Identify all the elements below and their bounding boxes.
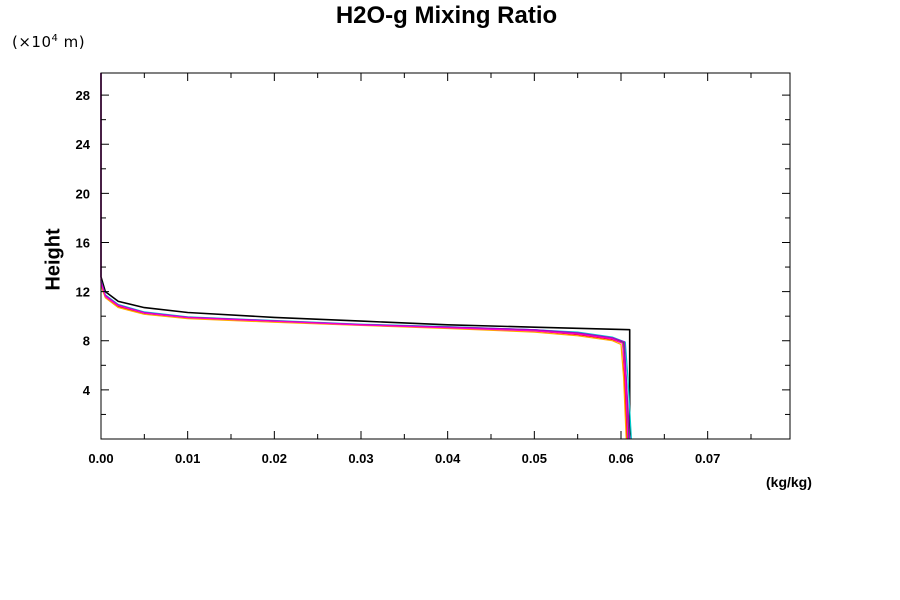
series-line xyxy=(100,73,629,440)
x-tick-label: 0.07 xyxy=(695,451,720,466)
axis-layer: 0.00 0.01 0.02 0.03 0.04 0.05 0.06 0.07 4 8 12 16 20… xyxy=(76,73,790,466)
series-line xyxy=(100,73,631,439)
series-line xyxy=(100,282,630,440)
y-scale-unit: m) xyxy=(58,33,86,51)
y-scale-note: (×104 m) xyxy=(12,33,85,51)
y-tick-label: 16 xyxy=(76,235,90,250)
series-line xyxy=(100,284,628,440)
series-layer xyxy=(100,73,632,440)
y-tick-label: 4 xyxy=(83,383,91,398)
x-tick-label: 0.03 xyxy=(348,451,373,466)
y-tick-label: 12 xyxy=(76,285,90,300)
x-tick-label: 0.05 xyxy=(522,451,547,466)
plot-frame xyxy=(100,72,791,440)
x-tick-label: 0.04 xyxy=(435,451,461,466)
x-tick-label: 0.02 xyxy=(262,451,287,466)
series-line xyxy=(100,285,627,440)
x-axis-unit: (kg/kg) xyxy=(766,474,812,490)
y-tick-label: 8 xyxy=(83,334,90,349)
series-line xyxy=(100,280,632,440)
y-scale-exponent: 4 xyxy=(51,33,59,44)
series-line xyxy=(100,73,631,440)
y-scale-prefix: (×10 xyxy=(12,33,52,51)
y-tick-label: 28 xyxy=(76,88,90,103)
series-line xyxy=(100,281,631,440)
x-tick-label: 0.00 xyxy=(88,451,113,466)
x-tick-label: 0.01 xyxy=(175,451,200,466)
y-tick-label: 20 xyxy=(76,186,90,201)
x-tick-label: 0.06 xyxy=(608,451,633,466)
y-tick-label: 24 xyxy=(76,137,91,152)
chart-title: H2O-g Mixing Ratio xyxy=(335,2,558,29)
